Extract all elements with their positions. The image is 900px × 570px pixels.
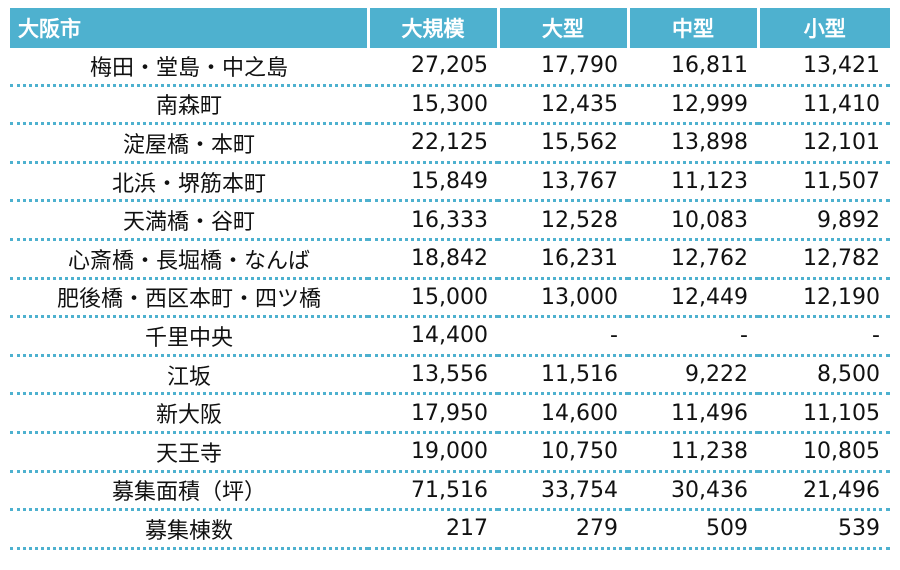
row-label: 募集面積（坪） [10,471,368,512]
value-cell: 8,500 [758,355,890,396]
value-cell: 30,436 [628,471,758,512]
table-row: 江坂 13,556 11,516 9,222 8,500 [10,355,890,396]
value-cell: 15,000 [368,278,498,319]
value-cell: 13,000 [498,278,628,319]
value-cell: - [628,316,758,357]
value-cell: 15,300 [368,85,498,126]
header-cell: 大規模 [366,8,498,48]
value-cell: 217 [368,509,498,550]
table-body: 梅田・堂島・中之島 27,205 17,790 16,811 13,421 南森町 15,3… [10,48,890,550]
value-cell: 19,000 [368,432,498,473]
row-label: 心斎橋・長堀橋・なんば [10,239,368,280]
value-cell: 11,516 [498,355,628,396]
value-cell: 12,101 [758,123,890,164]
table-row: 南森町 15,300 12,435 12,999 11,410 [10,85,890,126]
rent-table: 大阪市 大規模 大型 中型 小型 梅田・堂島・中之島 27,205 17,790 16,811… [10,8,890,550]
value-cell: 13,556 [368,355,498,396]
value-cell: 14,400 [368,316,498,357]
header-cell: 大型 [496,8,628,48]
row-label: 天満橋・谷町 [10,200,368,241]
table-row: 心斎橋・長堀橋・なんば 18,842 16,231 12,762 12,782 [10,239,890,280]
table-row: 肥後橋・西区本町・四ツ橋 15,000 13,000 12,449 12,190 [10,278,890,319]
value-cell: 11,238 [628,432,758,473]
row-label: 千里中央 [10,316,368,357]
value-cell: 14,600 [498,393,628,434]
header-cell: 大阪市 [10,8,368,48]
value-cell: 18,842 [368,239,498,280]
value-cell: 12,762 [628,239,758,280]
value-cell: 12,190 [758,278,890,319]
row-label: 梅田・堂島・中之島 [10,48,368,87]
table-row: 千里中央 14,400- - - [10,316,890,357]
value-cell: - [758,316,890,357]
value-cell: 11,496 [628,393,758,434]
value-cell: 9,892 [758,200,890,241]
value-cell: 13,767 [498,162,628,203]
value-cell: 16,231 [498,239,628,280]
value-cell: 509 [628,509,758,550]
table-row: 募集面積（坪） 71,516 33,754 30,436 21,496 [10,471,890,512]
value-cell: 12,999 [628,85,758,126]
table-row: 新大阪 17,950 14,600 11,496 11,105 [10,393,890,434]
value-cell: - [498,316,628,357]
table-row: 梅田・堂島・中之島 27,205 17,790 16,811 13,421 [10,48,890,87]
value-cell: 17,790 [498,48,628,87]
value-cell: 33,754 [498,471,628,512]
row-label: 天王寺 [10,432,368,473]
value-cell: 10,805 [758,432,890,473]
table-wrap: 大阪市 大規模 大型 中型 小型 梅田・堂島・中之島 27,205 17,790 16,811… [10,8,890,550]
value-cell: 12,782 [758,239,890,280]
row-label: 募集棟数 [10,509,368,550]
table-row: 淀屋橋・本町 22,125 15,562 13,898 12,101 [10,123,890,164]
value-cell: 17,950 [368,393,498,434]
row-label: 新大阪 [10,393,368,434]
table-row: 天王寺 19,000 10,750 11,238 10,805 [10,432,890,473]
row-label: 北浜・堺筋本町 [10,162,368,203]
table-row: 天満橋・谷町 16,333 12,528 10,083 9,892 [10,200,890,241]
value-cell: 11,507 [758,162,890,203]
value-cell: 12,528 [498,200,628,241]
value-cell: 16,333 [368,200,498,241]
value-cell: 539 [758,509,890,550]
value-cell: 10,750 [498,432,628,473]
value-cell: 16,811 [628,48,758,87]
value-cell: 12,435 [498,85,628,126]
value-cell: 279 [498,509,628,550]
value-cell: 13,898 [628,123,758,164]
value-cell: 15,849 [368,162,498,203]
row-label: 南森町 [10,85,368,126]
table-row: 募集棟数 217 279 509 539 [10,509,890,550]
value-cell: 11,105 [758,393,890,434]
value-cell: 11,123 [628,162,758,203]
row-label: 淀屋橋・本町 [10,123,368,164]
header-row: 大阪市 大規模 大型 中型 小型 [10,8,890,48]
value-cell: 21,496 [758,471,890,512]
value-cell: 11,410 [758,85,890,126]
value-cell: 22,125 [368,123,498,164]
table-row: 北浜・堺筋本町 15,849 13,767 11,123 11,507 [10,162,890,203]
header-cell: 中型 [626,8,758,48]
row-label: 江坂 [10,355,368,396]
value-cell: 71,516 [368,471,498,512]
value-cell: 27,205 [368,48,498,87]
value-cell: 15,562 [498,123,628,164]
header-cell: 小型 [756,8,890,48]
value-cell: 10,083 [628,200,758,241]
value-cell: 13,421 [758,48,890,87]
value-cell: 12,449 [628,278,758,319]
value-cell: 9,222 [628,355,758,396]
row-label: 肥後橋・西区本町・四ツ橋 [10,278,368,319]
